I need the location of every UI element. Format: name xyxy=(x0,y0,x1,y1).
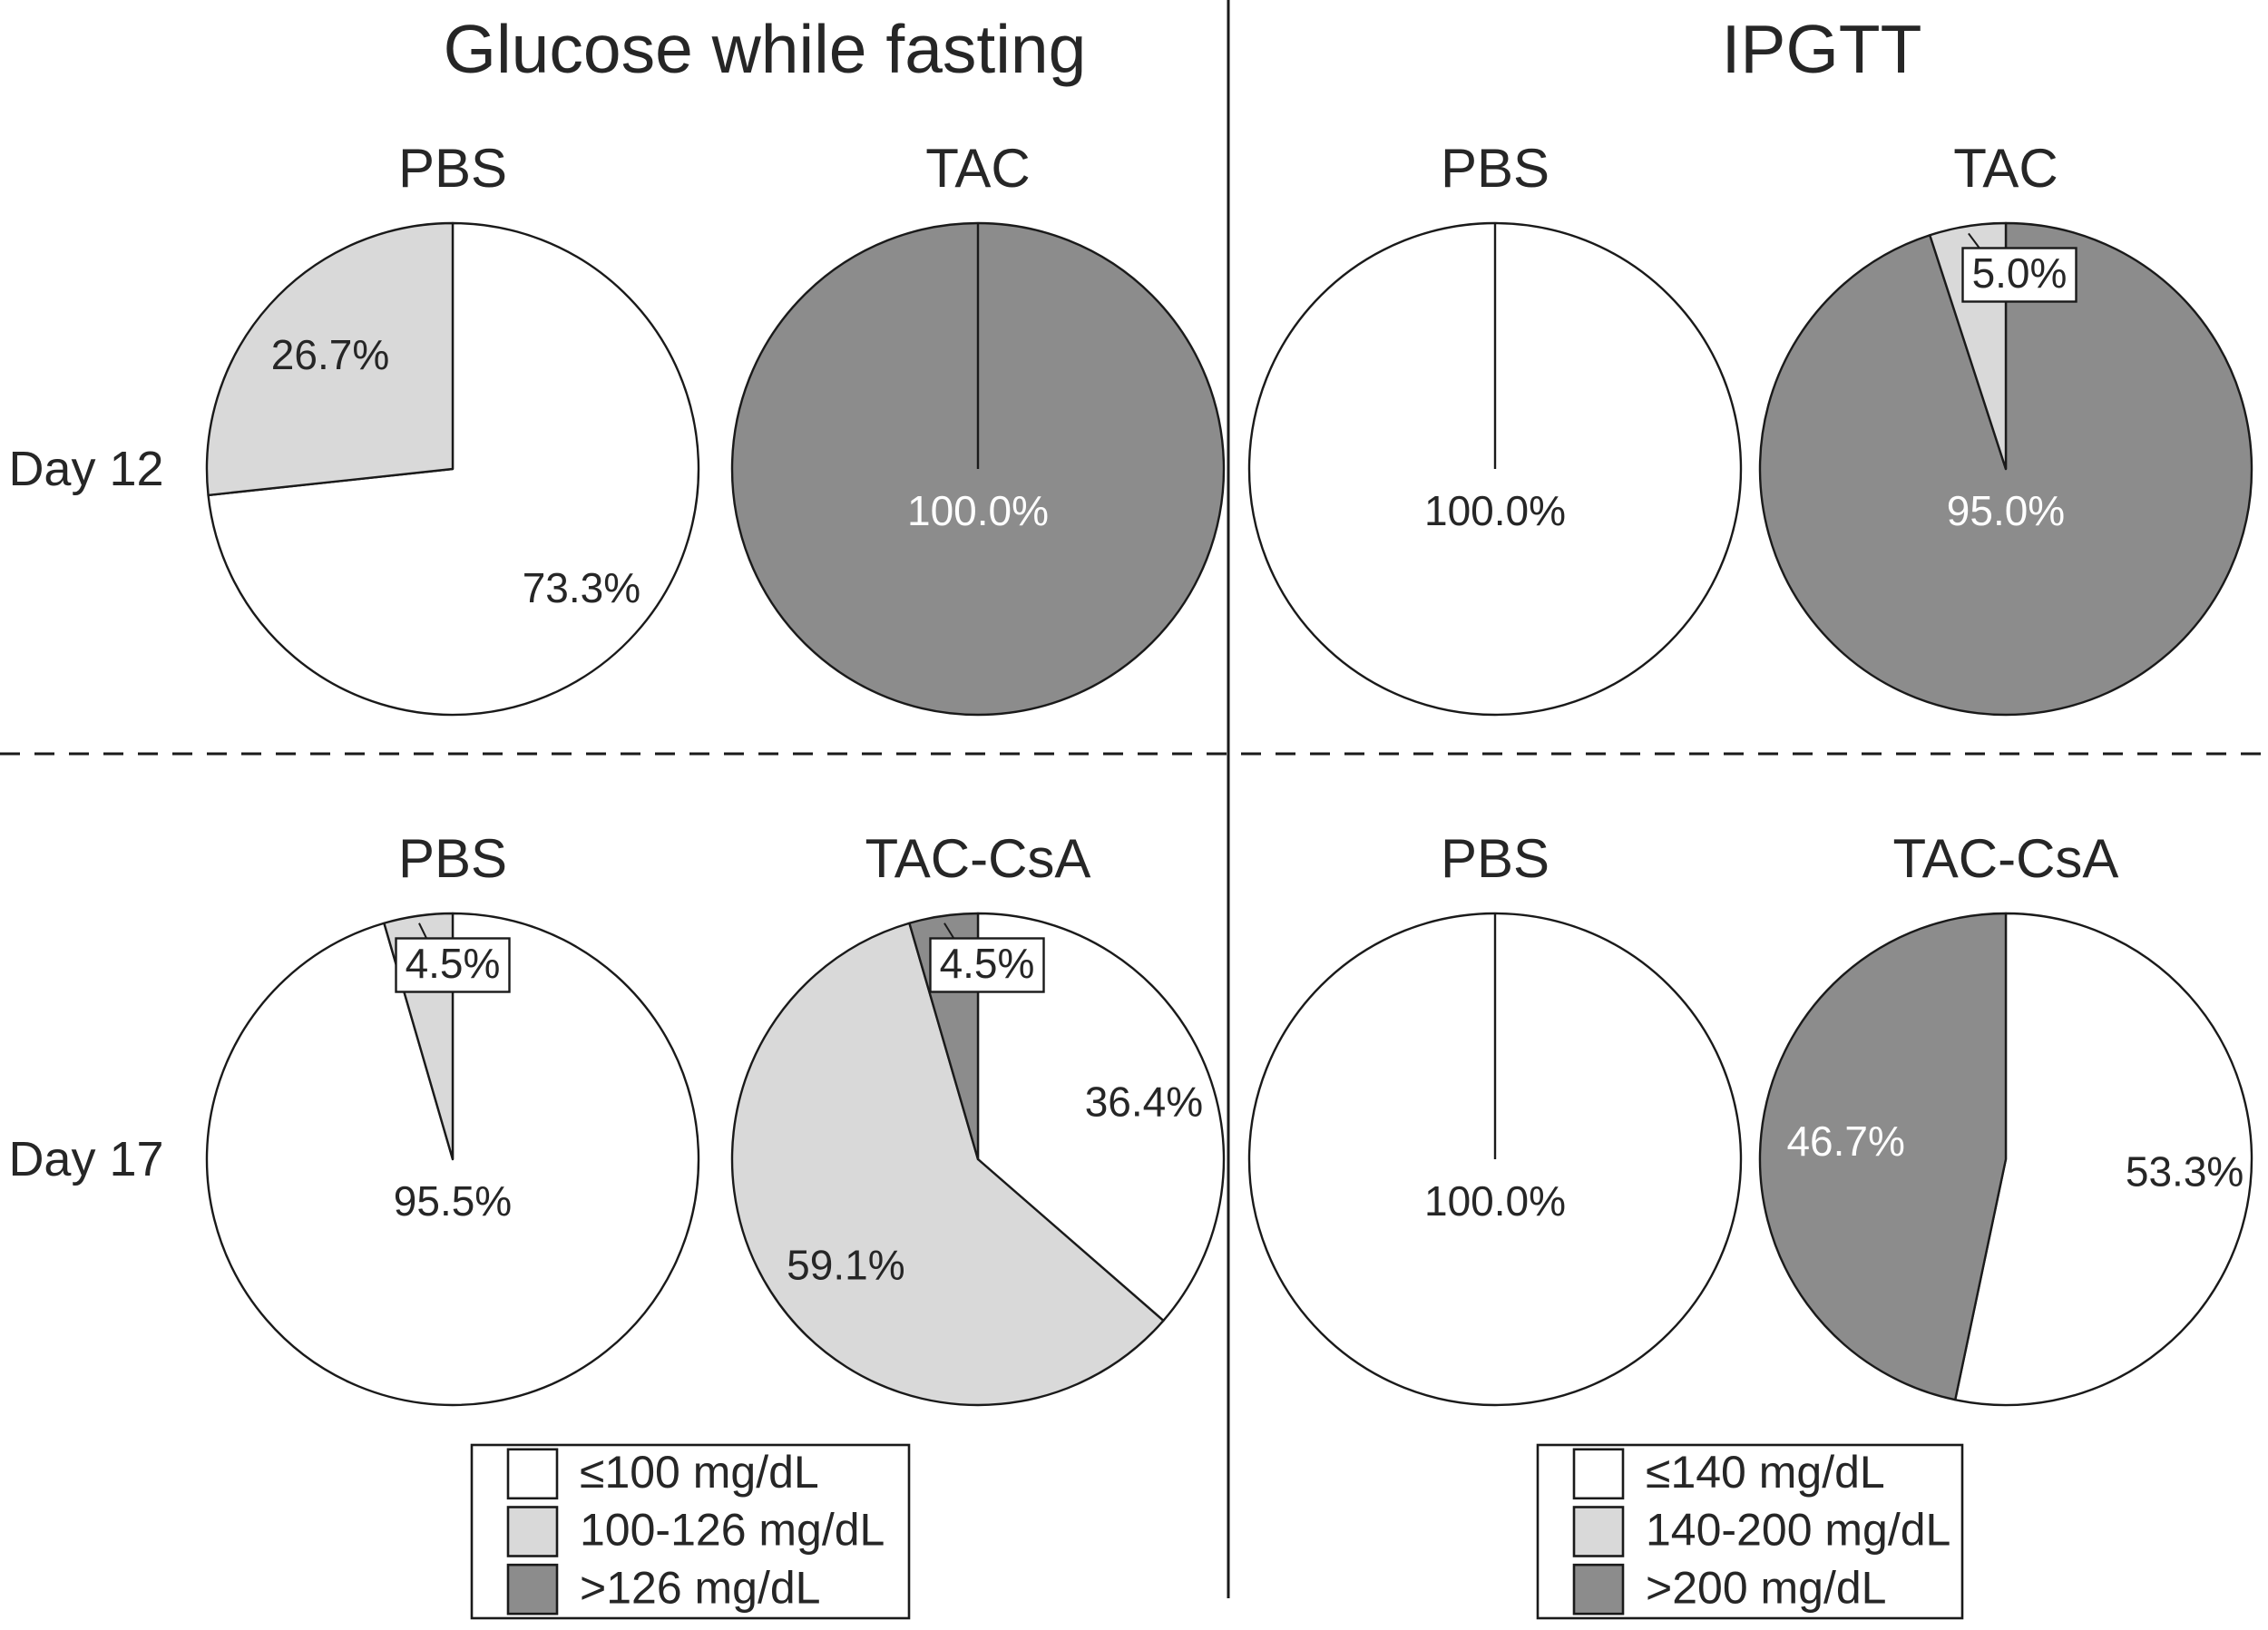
svg-text:5.0%: 5.0% xyxy=(1972,249,2068,297)
svg-text:Day 17: Day 17 xyxy=(8,1132,163,1186)
svg-text:100.0%: 100.0% xyxy=(907,487,1049,534)
svg-text:100.0%: 100.0% xyxy=(1424,1177,1566,1225)
svg-text:TAC-CsA: TAC-CsA xyxy=(1893,828,2119,889)
svg-text:140-200 mg/dL: 140-200 mg/dL xyxy=(1646,1505,1950,1556)
svg-text:TAC: TAC xyxy=(925,138,1031,199)
svg-text:4.5%: 4.5% xyxy=(940,940,1035,987)
svg-text:PBS: PBS xyxy=(398,828,507,889)
svg-text:Glucose while fasting: Glucose while fasting xyxy=(444,11,1087,87)
svg-text:PBS: PBS xyxy=(1441,138,1549,199)
svg-text:>200 mg/dL: >200 mg/dL xyxy=(1646,1562,1886,1613)
svg-text:59.1%: 59.1% xyxy=(787,1241,904,1288)
svg-text:IPGTT: IPGTT xyxy=(1722,11,1922,87)
svg-text:TAC: TAC xyxy=(1953,138,2058,199)
svg-text:PBS: PBS xyxy=(398,138,507,199)
svg-text:≤100 mg/dL: ≤100 mg/dL xyxy=(580,1447,819,1498)
svg-text:46.7%: 46.7% xyxy=(1786,1118,1904,1165)
svg-text:95.0%: 95.0% xyxy=(1947,487,2065,534)
svg-text:≤140 mg/dL: ≤140 mg/dL xyxy=(1646,1447,1885,1498)
svg-text:PBS: PBS xyxy=(1441,828,1549,889)
svg-text:100.0%: 100.0% xyxy=(1424,487,1566,534)
svg-text:100-126 mg/dL: 100-126 mg/dL xyxy=(580,1505,885,1556)
svg-text:95.5%: 95.5% xyxy=(394,1177,512,1225)
svg-text:53.3%: 53.3% xyxy=(2126,1148,2244,1196)
svg-text:Day 12: Day 12 xyxy=(8,442,163,496)
svg-text:26.7%: 26.7% xyxy=(271,331,389,378)
svg-text:73.3%: 73.3% xyxy=(523,564,640,611)
svg-text:36.4%: 36.4% xyxy=(1085,1079,1203,1126)
svg-text:>126 mg/dL: >126 mg/dL xyxy=(580,1562,820,1613)
svg-text:TAC-CsA: TAC-CsA xyxy=(865,828,1091,889)
svg-text:4.5%: 4.5% xyxy=(406,940,501,987)
